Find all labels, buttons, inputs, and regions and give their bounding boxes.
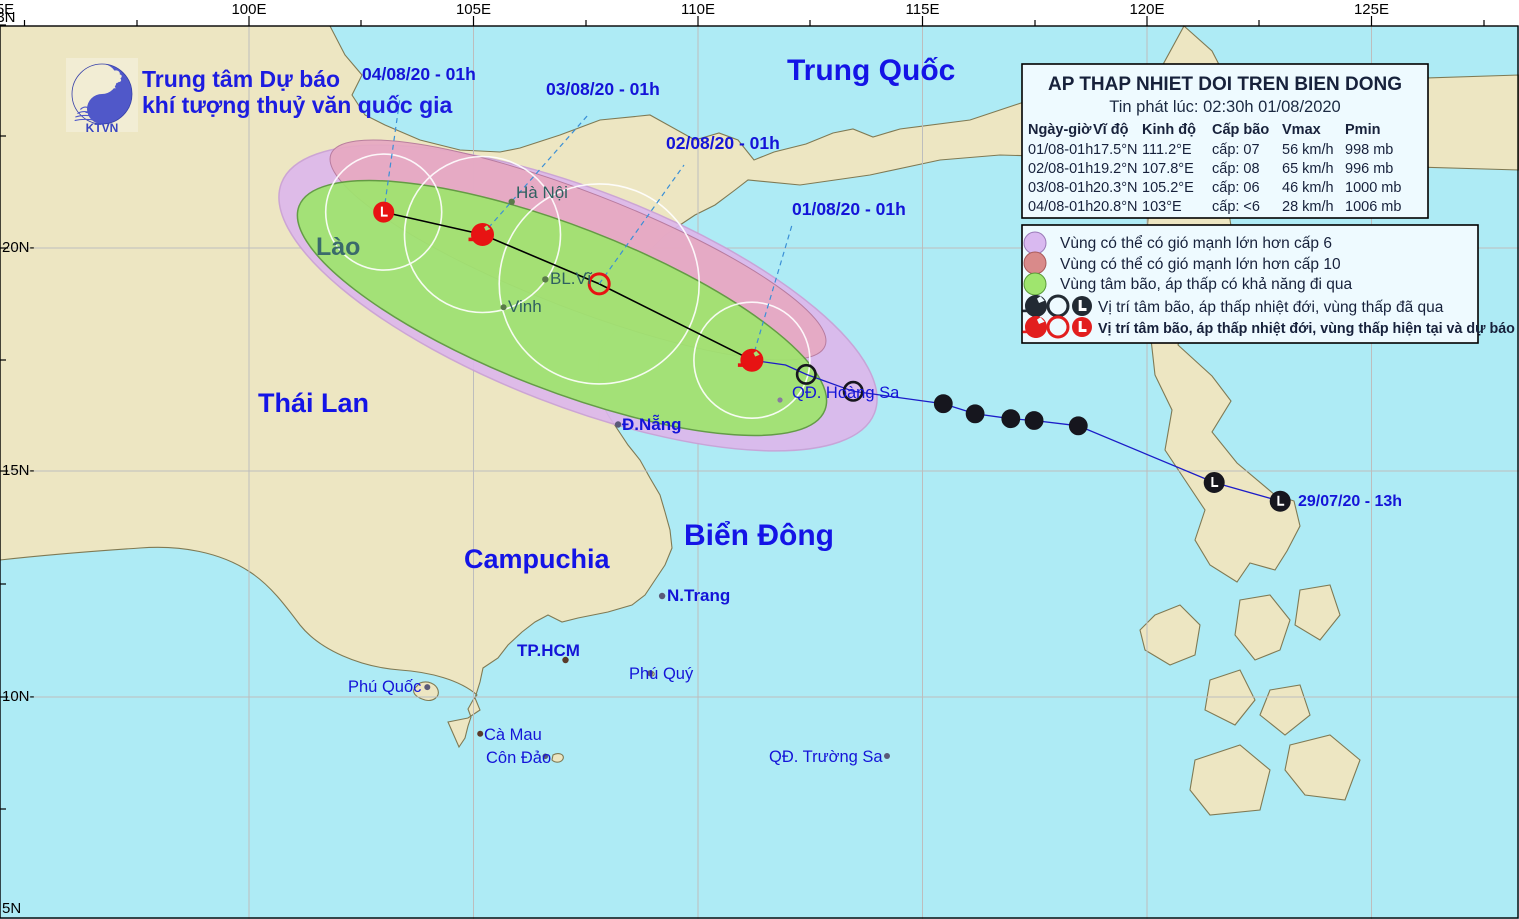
- svg-text:Tin phát lúc: 02:30h 01/08/202: Tin phát lúc: 02:30h 01/08/2020: [1109, 98, 1340, 116]
- svg-text:125E: 125E: [1354, 1, 1389, 18]
- svg-text:105E: 105E: [456, 1, 491, 18]
- svg-text:Vùng có thể có gió mạnh lớn hơ: Vùng có thể có gió mạnh lớn hơn cấp 10: [1060, 256, 1341, 273]
- svg-text:QĐ. Trường Sa: QĐ. Trường Sa: [769, 748, 883, 766]
- svg-text:Hà Nội: Hà Nội: [516, 183, 568, 202]
- svg-text:56 km/h: 56 km/h: [1282, 142, 1334, 158]
- svg-text:65 km/h: 65 km/h: [1282, 161, 1334, 177]
- svg-text:107.8°E: 107.8°E: [1142, 161, 1194, 177]
- svg-text:111.2°E: 111.2°E: [1142, 142, 1192, 158]
- svg-text:Vùng có thể có gió mạnh lớn hơ: Vùng có thể có gió mạnh lớn hơn cấp 6: [1060, 235, 1332, 252]
- svg-text:15N-: 15N-: [2, 462, 35, 479]
- svg-text:46 km/h: 46 km/h: [1282, 180, 1334, 196]
- svg-text:Campuchia: Campuchia: [464, 544, 611, 574]
- svg-text:19.2°N: 19.2°N: [1093, 161, 1138, 177]
- svg-text:Thái Lan: Thái Lan: [258, 388, 369, 418]
- svg-text:AP THAP NHIET DOI TREN BIEN DO: AP THAP NHIET DOI TREN BIEN DONG: [1048, 74, 1402, 95]
- svg-text:04/08/20 - 01h: 04/08/20 - 01h: [362, 64, 476, 84]
- svg-text:Vùng tâm bão, áp thấp có khả n: Vùng tâm bão, áp thấp có khả năng đi qua: [1060, 276, 1353, 293]
- svg-text:1000 mb: 1000 mb: [1345, 180, 1401, 196]
- svg-text:BL.Vĩ: BL.Vĩ: [550, 269, 593, 288]
- svg-text:04/08-01h: 04/08-01h: [1028, 199, 1093, 215]
- svg-text:Vĩ độ: Vĩ độ: [1093, 122, 1129, 138]
- svg-text:Lào: Lào: [316, 233, 360, 261]
- svg-text:cấp: 08: cấp: 08: [1212, 161, 1260, 177]
- svg-text:cấp: <6: cấp: <6: [1212, 199, 1260, 215]
- svg-text:Phú Quý: Phú Quý: [629, 665, 694, 683]
- svg-text:100E: 100E: [231, 1, 266, 18]
- svg-text:20N-: 20N-: [2, 239, 35, 256]
- svg-text:120E: 120E: [1129, 1, 1164, 18]
- svg-text:20.8°N: 20.8°N: [1093, 199, 1138, 215]
- svg-text:khí tượng thuỷ văn quốc gia: khí tượng thuỷ văn quốc gia: [142, 92, 453, 118]
- svg-text:Vị trí tâm bão, áp thấp nhiệt: Vị trí tâm bão, áp thấp nhiệt đới, vùng …: [1098, 321, 1515, 337]
- svg-text:Kinh độ: Kinh độ: [1142, 122, 1196, 138]
- svg-text:Vinh: Vinh: [508, 297, 542, 316]
- svg-text:Ngày-giờ: Ngày-giờ: [1028, 122, 1092, 138]
- svg-text:02/08/20 - 01h: 02/08/20 - 01h: [666, 133, 780, 153]
- svg-text:23N: 23N: [0, 9, 16, 26]
- svg-text:Trung tâm Dự báo: Trung tâm Dự báo: [142, 66, 340, 92]
- svg-text:Cấp bão: Cấp bão: [1212, 122, 1269, 138]
- svg-text:Đ.Nẵng: Đ.Nẵng: [622, 414, 682, 434]
- svg-text:20.3°N: 20.3°N: [1093, 180, 1138, 196]
- svg-text:105.2°E: 105.2°E: [1142, 180, 1194, 196]
- svg-text:cấp: 06: cấp: 06: [1212, 180, 1260, 196]
- svg-text:Côn Đảo: Côn Đảo: [486, 749, 551, 767]
- svg-text:996 mb: 996 mb: [1345, 161, 1393, 177]
- svg-text:103°E: 103°E: [1142, 199, 1182, 215]
- svg-text:01/08-01h: 01/08-01h: [1028, 142, 1093, 158]
- svg-text:5N: 5N: [2, 900, 21, 917]
- svg-text:02/08-01h: 02/08-01h: [1028, 161, 1093, 177]
- svg-text:Vị trí tâm bão, áp thấp nhiệt: Vị trí tâm bão, áp thấp nhiệt đới, vùng …: [1098, 299, 1444, 316]
- svg-text:998 mb: 998 mb: [1345, 142, 1393, 158]
- svg-text:Biển Đông: Biển Đông: [684, 519, 834, 552]
- svg-text:17.5°N: 17.5°N: [1093, 142, 1138, 158]
- svg-text:cấp: 07: cấp: 07: [1212, 142, 1260, 158]
- svg-text:QĐ. Hoàng Sa: QĐ. Hoàng Sa: [792, 384, 900, 402]
- svg-text:1006 mb: 1006 mb: [1345, 199, 1401, 215]
- svg-text:01/08/20 - 01h: 01/08/20 - 01h: [792, 199, 906, 219]
- svg-text:TP.HCM: TP.HCM: [517, 641, 580, 660]
- svg-text:Phú Quốc: Phú Quốc: [348, 678, 421, 696]
- svg-text:03/08-01h: 03/08-01h: [1028, 180, 1093, 196]
- svg-text:Vmax: Vmax: [1282, 122, 1321, 138]
- svg-text:10N-: 10N-: [2, 688, 35, 705]
- svg-text:110E: 110E: [681, 1, 715, 18]
- svg-text:03/08/20 - 01h: 03/08/20 - 01h: [546, 79, 660, 99]
- svg-text:28 km/h: 28 km/h: [1282, 199, 1334, 215]
- svg-text:29/07/20 - 13h: 29/07/20 - 13h: [1298, 493, 1402, 510]
- svg-text:Trung Quốc: Trung Quốc: [787, 54, 955, 87]
- svg-text:KTVN: KTVN: [86, 121, 119, 135]
- svg-text:N.Trang: N.Trang: [667, 586, 730, 605]
- svg-text:Cà Mau: Cà Mau: [484, 726, 542, 744]
- svg-text:Pmin: Pmin: [1345, 122, 1380, 138]
- svg-text:115E: 115E: [906, 1, 940, 18]
